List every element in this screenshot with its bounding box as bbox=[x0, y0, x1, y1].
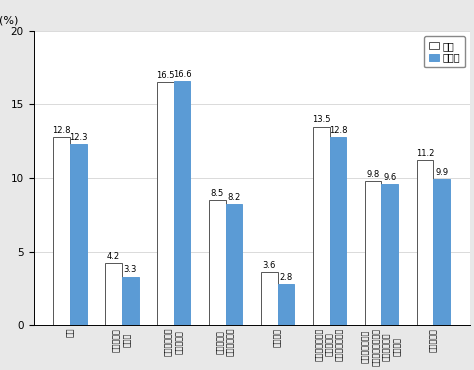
Text: 12.8: 12.8 bbox=[328, 126, 347, 135]
Bar bbox=[313, 127, 329, 325]
Bar bbox=[329, 137, 346, 325]
Text: 16.6: 16.6 bbox=[173, 70, 191, 79]
Text: 9.8: 9.8 bbox=[366, 170, 380, 179]
Text: 2.8: 2.8 bbox=[279, 273, 292, 282]
Bar bbox=[365, 181, 382, 325]
Text: 8.5: 8.5 bbox=[211, 189, 224, 198]
Text: 16.5: 16.5 bbox=[156, 71, 175, 80]
Text: 13.5: 13.5 bbox=[312, 115, 330, 124]
Text: 3.6: 3.6 bbox=[263, 261, 276, 270]
Text: 3.3: 3.3 bbox=[124, 265, 137, 274]
Bar bbox=[157, 83, 174, 325]
Text: 8.2: 8.2 bbox=[228, 193, 241, 202]
Bar bbox=[382, 184, 398, 325]
Legend: 全国, 茨城県: 全国, 茨城県 bbox=[424, 36, 465, 67]
Text: 12.8: 12.8 bbox=[53, 126, 71, 135]
Bar bbox=[261, 272, 278, 325]
Bar bbox=[417, 160, 433, 325]
Bar bbox=[226, 205, 242, 325]
Text: 9.9: 9.9 bbox=[435, 168, 448, 177]
Bar bbox=[174, 81, 191, 325]
Bar bbox=[209, 200, 226, 325]
Bar bbox=[70, 144, 87, 325]
Bar bbox=[54, 137, 70, 325]
Bar bbox=[105, 263, 122, 325]
Bar bbox=[433, 179, 450, 325]
Text: 9.6: 9.6 bbox=[383, 173, 396, 182]
Text: 4.2: 4.2 bbox=[107, 252, 120, 261]
Bar bbox=[278, 284, 294, 325]
Text: 12.3: 12.3 bbox=[69, 133, 88, 142]
Bar bbox=[122, 276, 138, 325]
Text: 11.2: 11.2 bbox=[416, 149, 434, 158]
Text: (%): (%) bbox=[0, 15, 18, 25]
